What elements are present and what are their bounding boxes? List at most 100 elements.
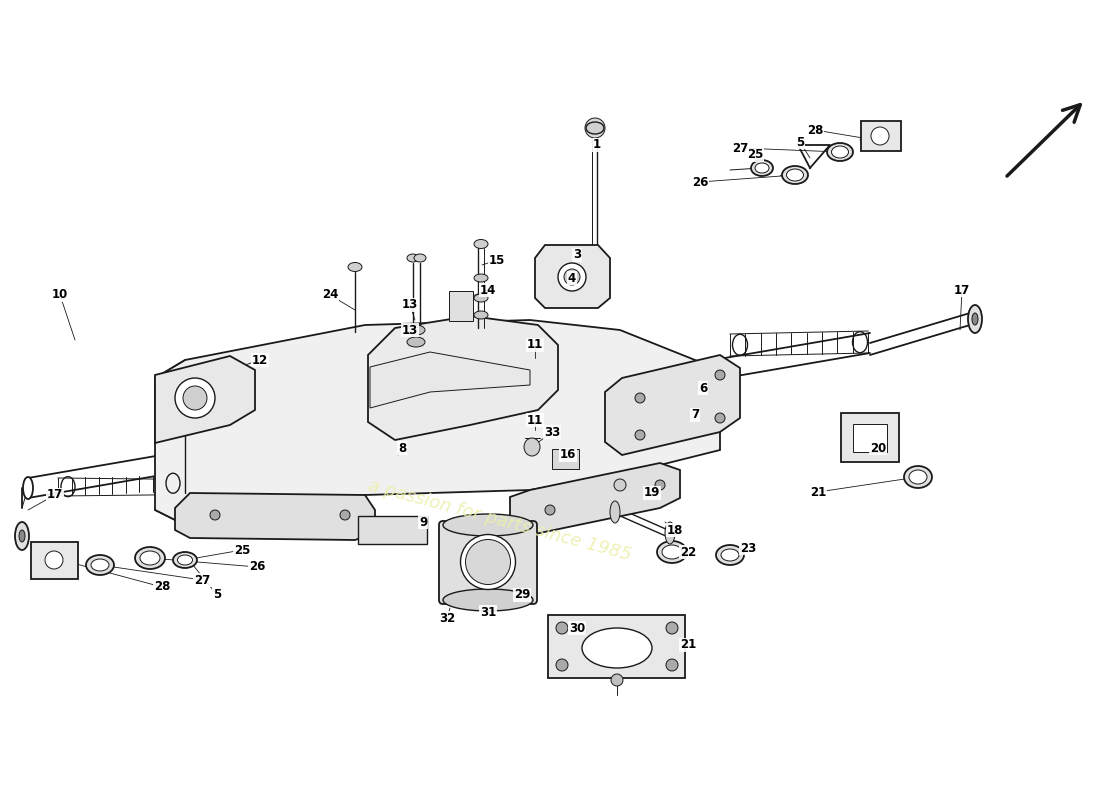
Polygon shape xyxy=(510,463,680,535)
Text: 18: 18 xyxy=(667,523,683,537)
Ellipse shape xyxy=(968,305,982,333)
Text: 19: 19 xyxy=(644,486,660,499)
Text: 3: 3 xyxy=(573,249,581,262)
Circle shape xyxy=(210,510,220,520)
Ellipse shape xyxy=(751,160,773,176)
Text: 4: 4 xyxy=(568,271,576,285)
Ellipse shape xyxy=(524,438,540,456)
Ellipse shape xyxy=(407,325,425,335)
Circle shape xyxy=(715,413,725,423)
Text: 26: 26 xyxy=(692,175,708,189)
Circle shape xyxy=(558,263,586,291)
Text: 25: 25 xyxy=(747,149,763,162)
Text: 21: 21 xyxy=(810,486,826,498)
Text: 8: 8 xyxy=(398,442,406,454)
Polygon shape xyxy=(155,320,720,525)
Text: 13: 13 xyxy=(402,298,418,311)
Polygon shape xyxy=(548,615,685,678)
Text: 16: 16 xyxy=(560,449,576,462)
Ellipse shape xyxy=(827,143,853,161)
Text: 11: 11 xyxy=(527,338,543,351)
Polygon shape xyxy=(155,356,255,443)
Ellipse shape xyxy=(786,169,803,181)
Polygon shape xyxy=(368,316,558,440)
Text: 10: 10 xyxy=(52,289,68,302)
Text: 25: 25 xyxy=(234,543,250,557)
Ellipse shape xyxy=(177,555,192,565)
Ellipse shape xyxy=(23,477,33,499)
Ellipse shape xyxy=(586,122,604,134)
Circle shape xyxy=(175,378,214,418)
Text: 21: 21 xyxy=(680,638,696,651)
Ellipse shape xyxy=(407,337,425,347)
Text: 22: 22 xyxy=(680,546,696,558)
Circle shape xyxy=(871,127,889,145)
FancyBboxPatch shape xyxy=(31,542,78,579)
Ellipse shape xyxy=(135,547,165,569)
Circle shape xyxy=(585,118,605,138)
FancyBboxPatch shape xyxy=(842,413,899,462)
Ellipse shape xyxy=(716,545,744,565)
FancyBboxPatch shape xyxy=(861,121,901,151)
Ellipse shape xyxy=(972,313,978,325)
Circle shape xyxy=(183,386,207,410)
FancyBboxPatch shape xyxy=(358,516,427,544)
Circle shape xyxy=(544,505,556,515)
Circle shape xyxy=(556,622,568,634)
Ellipse shape xyxy=(91,559,109,571)
Ellipse shape xyxy=(582,628,652,668)
Ellipse shape xyxy=(173,552,197,568)
Ellipse shape xyxy=(86,555,114,575)
Ellipse shape xyxy=(461,534,516,590)
Circle shape xyxy=(556,659,568,671)
Text: 29: 29 xyxy=(514,589,530,602)
Text: 9: 9 xyxy=(419,515,427,529)
Ellipse shape xyxy=(782,166,808,184)
Ellipse shape xyxy=(662,545,682,559)
Text: 31: 31 xyxy=(480,606,496,618)
Ellipse shape xyxy=(474,294,488,302)
Text: 23: 23 xyxy=(740,542,756,554)
Ellipse shape xyxy=(474,274,488,282)
Text: 6: 6 xyxy=(698,382,707,394)
FancyBboxPatch shape xyxy=(439,521,537,604)
Text: 24: 24 xyxy=(322,289,338,302)
Circle shape xyxy=(614,479,626,491)
Ellipse shape xyxy=(443,589,534,611)
Text: 17: 17 xyxy=(954,283,970,297)
Text: 33: 33 xyxy=(543,426,560,438)
FancyBboxPatch shape xyxy=(852,424,887,452)
Ellipse shape xyxy=(443,514,534,536)
Text: 26: 26 xyxy=(249,561,265,574)
Circle shape xyxy=(715,370,725,380)
Circle shape xyxy=(635,430,645,440)
Circle shape xyxy=(564,269,580,285)
Ellipse shape xyxy=(904,466,932,488)
Ellipse shape xyxy=(414,254,426,262)
Circle shape xyxy=(45,551,63,569)
Ellipse shape xyxy=(407,254,419,262)
Text: 14: 14 xyxy=(480,283,496,297)
Text: 17: 17 xyxy=(47,489,63,502)
Text: 13: 13 xyxy=(402,323,418,337)
Circle shape xyxy=(654,480,666,490)
Text: a passion for parts since 1985: a passion for parts since 1985 xyxy=(366,476,634,564)
Text: 32: 32 xyxy=(439,611,455,625)
Text: 5: 5 xyxy=(213,589,221,602)
Text: 28: 28 xyxy=(154,581,170,594)
Ellipse shape xyxy=(755,163,769,173)
Ellipse shape xyxy=(140,551,159,565)
Polygon shape xyxy=(535,245,611,308)
Text: 27: 27 xyxy=(732,142,748,154)
Circle shape xyxy=(610,674,623,686)
FancyBboxPatch shape xyxy=(449,291,473,321)
Polygon shape xyxy=(175,493,375,540)
Circle shape xyxy=(666,622,678,634)
Ellipse shape xyxy=(720,549,739,561)
Text: 15: 15 xyxy=(488,254,505,266)
Text: 30: 30 xyxy=(569,622,585,634)
Text: 28: 28 xyxy=(806,123,823,137)
FancyBboxPatch shape xyxy=(552,449,579,469)
Ellipse shape xyxy=(832,146,848,158)
Polygon shape xyxy=(370,352,530,408)
